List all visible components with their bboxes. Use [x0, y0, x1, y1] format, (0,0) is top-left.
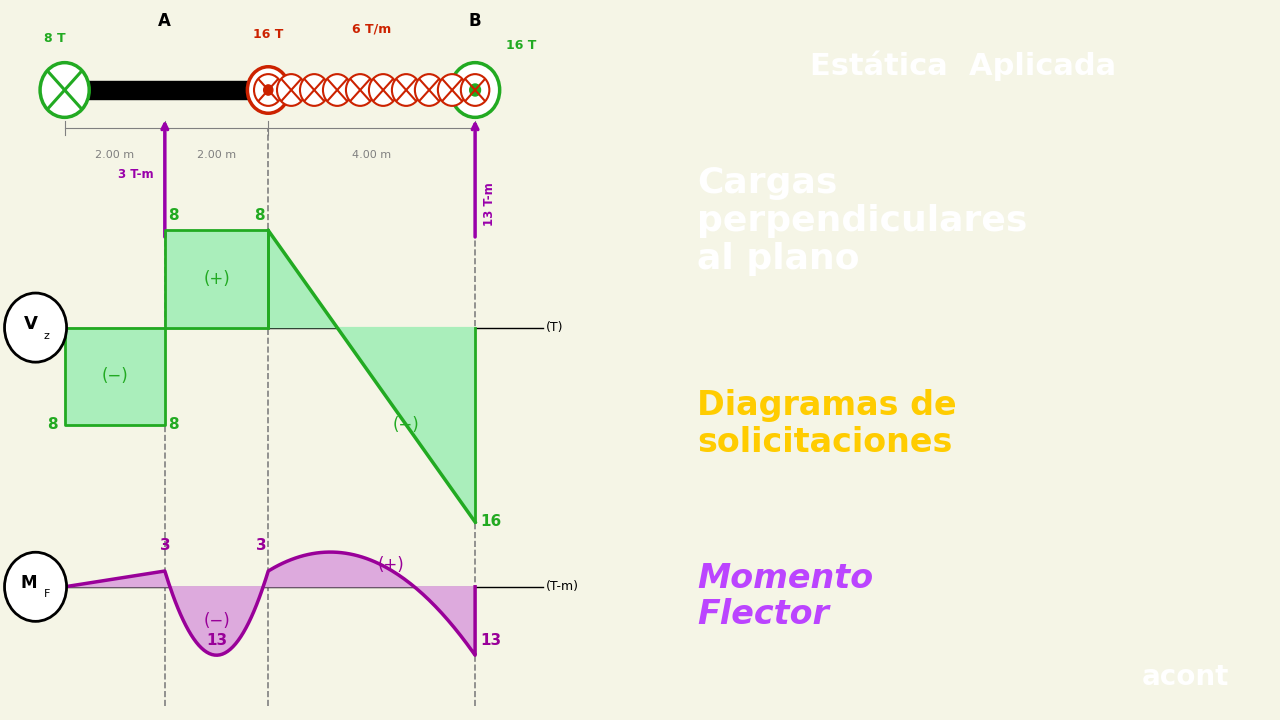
Text: 8: 8 — [168, 208, 179, 223]
Text: M: M — [20, 575, 37, 592]
Polygon shape — [165, 230, 269, 328]
Text: 2.00 m: 2.00 m — [197, 150, 236, 160]
Circle shape — [461, 74, 489, 106]
Polygon shape — [337, 328, 475, 522]
Text: Cargas
perpendiculares
al plano: Cargas perpendiculares al plano — [698, 166, 1028, 276]
Circle shape — [369, 74, 397, 106]
Text: 13: 13 — [206, 633, 227, 648]
Text: 6 T/m: 6 T/m — [352, 22, 392, 35]
Text: (T-m): (T-m) — [547, 580, 580, 593]
Text: F: F — [44, 589, 50, 599]
Text: 2.00 m: 2.00 m — [95, 150, 134, 160]
Text: 8: 8 — [255, 208, 265, 223]
Text: 8: 8 — [168, 418, 179, 432]
Polygon shape — [269, 230, 337, 328]
Text: 16: 16 — [480, 515, 502, 529]
Text: 3: 3 — [256, 538, 268, 553]
Text: 3 T-m: 3 T-m — [118, 168, 154, 181]
Circle shape — [276, 74, 306, 106]
Text: 8: 8 — [47, 418, 58, 432]
Text: (T): (T) — [547, 321, 563, 334]
Text: Diagramas de
solicitaciones: Diagramas de solicitaciones — [698, 389, 956, 459]
Circle shape — [392, 74, 420, 106]
Text: 4.00 m: 4.00 m — [352, 150, 392, 160]
Text: 3: 3 — [160, 538, 170, 553]
Text: A: A — [159, 12, 172, 30]
Text: (+): (+) — [378, 556, 404, 574]
Text: B: B — [468, 12, 481, 30]
Text: Momento
Flector: Momento Flector — [698, 562, 873, 631]
Text: 13: 13 — [480, 633, 502, 648]
Text: Estática  Aplicada: Estática Aplicada — [810, 50, 1116, 81]
Text: acont: acont — [1142, 663, 1229, 691]
Circle shape — [415, 74, 443, 106]
Text: z: z — [44, 331, 49, 341]
Text: V: V — [24, 315, 38, 333]
Text: (−): (−) — [101, 367, 128, 385]
Circle shape — [40, 63, 90, 117]
Circle shape — [247, 67, 289, 113]
Text: (−): (−) — [393, 415, 420, 433]
Circle shape — [323, 74, 352, 106]
Polygon shape — [64, 552, 475, 655]
Text: (−): (−) — [204, 612, 230, 630]
Circle shape — [346, 74, 375, 106]
Circle shape — [438, 74, 466, 106]
Circle shape — [470, 84, 480, 96]
Circle shape — [5, 552, 67, 621]
Text: (+): (+) — [204, 270, 230, 288]
Circle shape — [300, 74, 329, 106]
Circle shape — [264, 85, 273, 95]
Text: 8 T: 8 T — [44, 32, 65, 45]
Text: 16 T: 16 T — [253, 28, 283, 41]
Circle shape — [253, 74, 283, 106]
Circle shape — [5, 293, 67, 362]
Polygon shape — [64, 328, 165, 425]
Text: 13 T-m: 13 T-m — [483, 182, 495, 225]
Circle shape — [451, 63, 499, 117]
Text: 16 T: 16 T — [506, 39, 536, 52]
